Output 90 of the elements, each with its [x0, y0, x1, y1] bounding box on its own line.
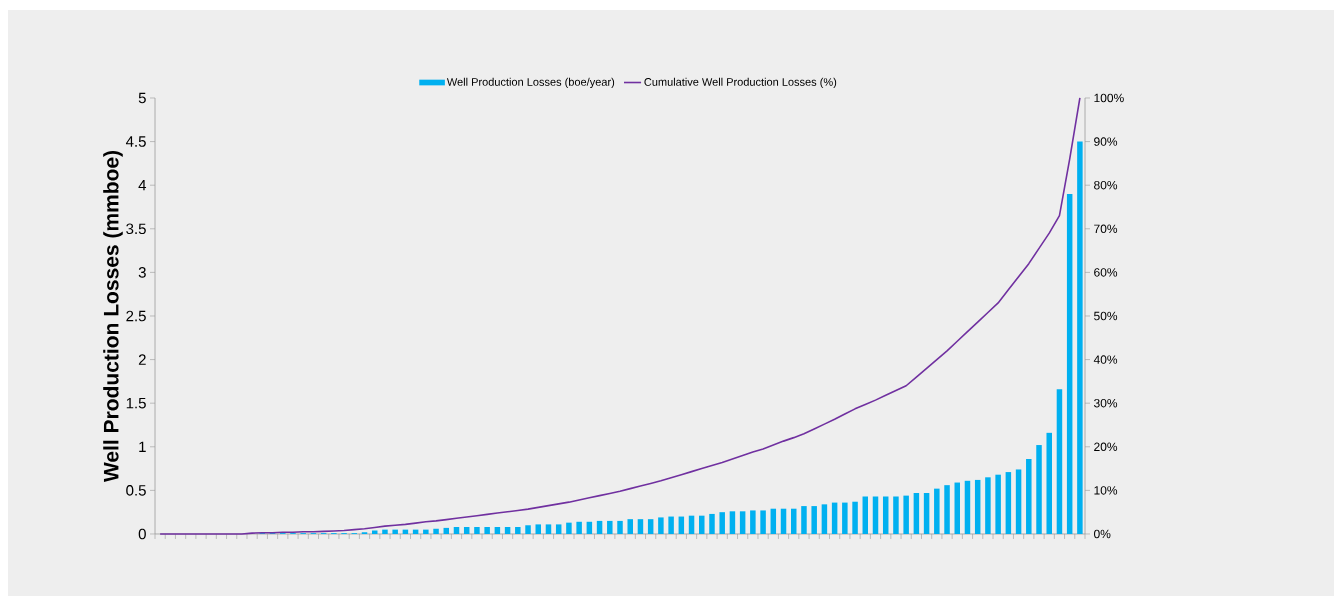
bar — [545, 524, 552, 534]
bar — [607, 520, 613, 534]
bar — [1077, 141, 1083, 534]
bar — [392, 529, 398, 534]
y-tick-label: 1 — [139, 441, 146, 452]
bar — [617, 520, 623, 534]
bar — [842, 502, 848, 534]
bar — [974, 479, 981, 534]
bar — [1066, 193, 1073, 534]
bar — [371, 530, 378, 534]
bar — [780, 508, 787, 534]
bar — [627, 519, 633, 534]
y-tick-label: 2 — [138, 354, 146, 365]
bar — [658, 517, 664, 534]
bar — [985, 477, 991, 534]
bar — [954, 482, 961, 534]
bar — [944, 485, 950, 534]
bar — [515, 527, 521, 534]
bar — [821, 504, 828, 534]
bar — [719, 512, 725, 534]
bar — [1015, 469, 1022, 534]
bar — [535, 524, 541, 534]
y-tick-label: 5 — [138, 92, 146, 104]
bar — [423, 529, 429, 534]
y2-tick-label: 0% — [1094, 529, 1111, 539]
bar — [647, 519, 654, 534]
y2-tick-label: 60% — [1094, 268, 1118, 277]
bar — [729, 511, 736, 534]
y-tick-label: 3.5 — [126, 223, 146, 235]
legend-label: Cumulative Well Production Losses (%) — [644, 77, 837, 89]
y2-tick-label: 10% — [1094, 486, 1118, 495]
y-tick-label: 0.5 — [126, 485, 146, 496]
y2-tick-label: 30% — [1093, 398, 1118, 408]
bar — [637, 519, 644, 534]
y-tick-label: 1.5 — [126, 397, 146, 409]
bar — [709, 513, 715, 534]
bar — [596, 520, 603, 534]
bar — [770, 508, 777, 534]
bar — [586, 521, 593, 534]
bar — [1036, 445, 1042, 534]
bar — [1026, 458, 1032, 534]
bar — [811, 506, 817, 534]
bar — [1046, 432, 1052, 534]
bar — [831, 502, 838, 534]
y2-tick-label: 70% — [1094, 224, 1118, 234]
bar — [453, 527, 460, 534]
bar — [872, 496, 879, 534]
bar — [484, 527, 490, 534]
legend-label: Well Production Losses (boe/year) — [446, 77, 615, 89]
y-axis-title: Well Production Losses (mmboe) — [103, 150, 123, 483]
bar — [474, 527, 480, 534]
bar — [882, 496, 889, 534]
bar — [893, 496, 899, 534]
bar — [382, 529, 388, 534]
y-tick-label: 4 — [138, 180, 147, 191]
bar — [790, 508, 797, 534]
y-tick-label: 2.5 — [126, 310, 146, 322]
bar — [852, 501, 858, 534]
bar — [668, 516, 674, 534]
bar — [750, 510, 756, 534]
y2-tick-label: 50% — [1094, 311, 1118, 321]
bar — [739, 511, 746, 534]
bar — [934, 488, 940, 534]
y2-tick-label: 90% — [1094, 137, 1118, 146]
y-tick-label: 3 — [138, 267, 146, 278]
bar — [566, 522, 572, 534]
bar — [525, 525, 531, 534]
bar — [913, 493, 920, 534]
bar — [555, 524, 562, 534]
bar — [923, 493, 930, 534]
bar — [463, 527, 470, 534]
bar — [760, 510, 766, 534]
y2-tick-label: 20% — [1094, 442, 1118, 452]
bar — [576, 521, 582, 534]
bar — [1005, 472, 1012, 534]
y2-tick-label: 80% — [1094, 180, 1118, 190]
bar — [504, 527, 511, 534]
y-tick-label: 4.5 — [125, 136, 146, 147]
bar — [433, 528, 439, 534]
bar — [862, 496, 869, 534]
bar — [1056, 389, 1063, 534]
y2-tick-label: 40% — [1093, 355, 1118, 364]
y-tick-label: 0 — [138, 528, 146, 540]
bar — [964, 480, 971, 534]
bar — [494, 527, 501, 534]
bar — [995, 474, 1001, 534]
y2-tick-label: 100% — [1094, 93, 1124, 103]
bar — [699, 515, 705, 534]
bar — [903, 495, 909, 534]
bar — [801, 506, 807, 534]
